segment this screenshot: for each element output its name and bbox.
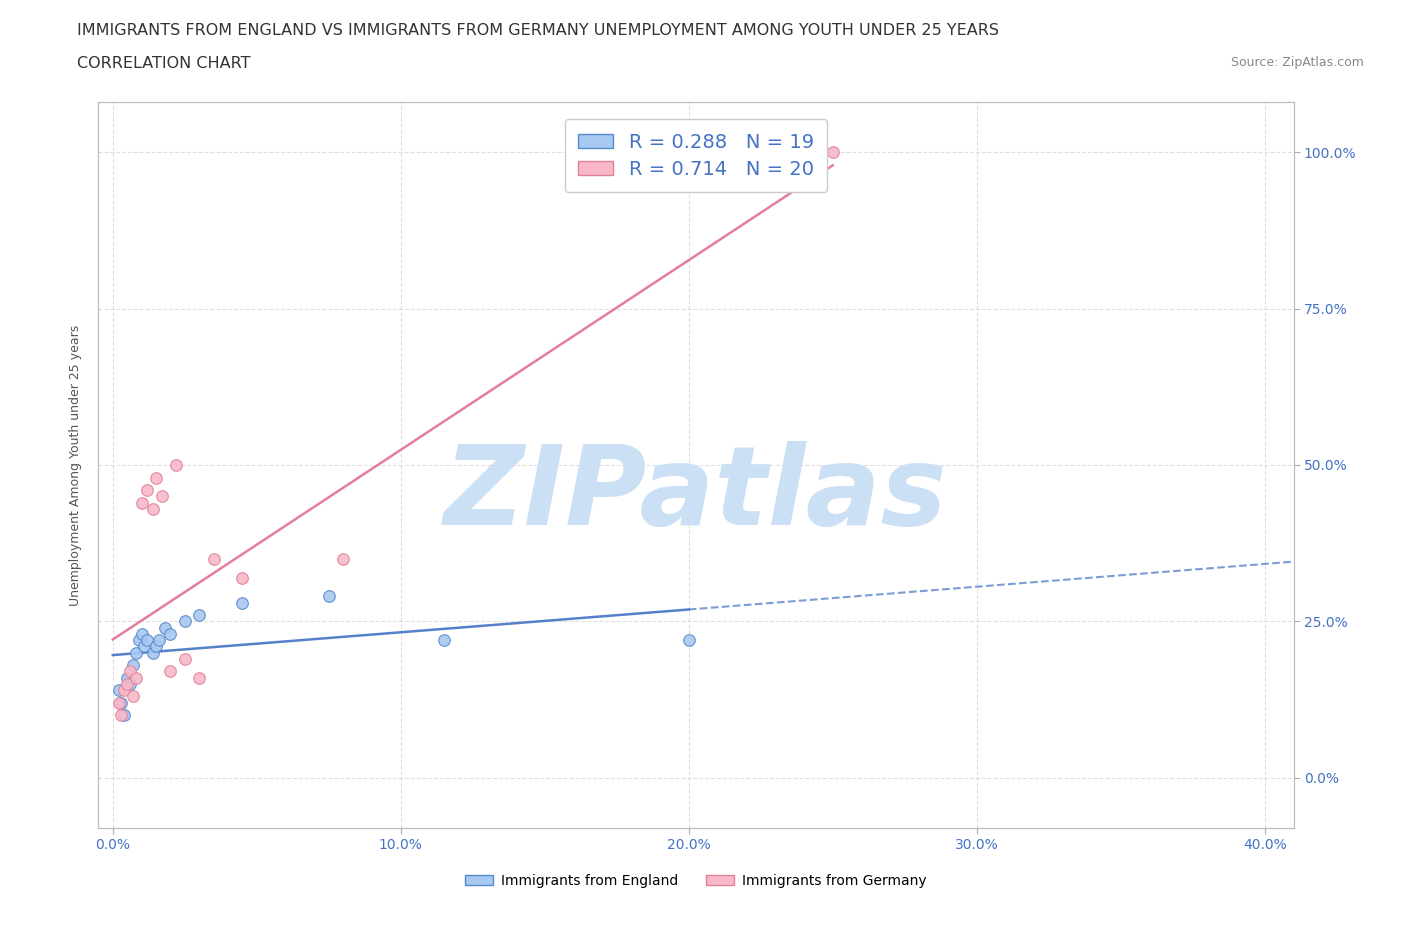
Legend: Immigrants from England, Immigrants from Germany: Immigrants from England, Immigrants from… bbox=[460, 869, 932, 894]
Point bbox=[112, 683, 135, 698]
Point bbox=[145, 639, 167, 654]
Point bbox=[159, 664, 181, 679]
Point bbox=[120, 664, 142, 679]
Point bbox=[153, 620, 176, 635]
Point bbox=[150, 489, 173, 504]
Point bbox=[131, 495, 153, 510]
Point bbox=[107, 696, 129, 711]
Point bbox=[188, 607, 211, 622]
Point bbox=[145, 470, 167, 485]
Point bbox=[120, 676, 142, 691]
Y-axis label: Unemployment Among Youth under 25 years: Unemployment Among Youth under 25 years bbox=[69, 325, 83, 605]
Point bbox=[332, 551, 354, 566]
Point bbox=[128, 632, 150, 647]
Point bbox=[678, 632, 700, 647]
Point bbox=[159, 627, 181, 642]
Text: Source: ZipAtlas.com: Source: ZipAtlas.com bbox=[1230, 56, 1364, 69]
Point bbox=[188, 671, 211, 685]
Point bbox=[136, 632, 159, 647]
Point bbox=[112, 708, 135, 723]
Text: IMMIGRANTS FROM ENGLAND VS IMMIGRANTS FROM GERMANY UNEMPLOYMENT AMONG YOUTH UNDE: IMMIGRANTS FROM ENGLAND VS IMMIGRANTS FR… bbox=[77, 23, 1000, 38]
Point bbox=[142, 645, 165, 660]
Point bbox=[134, 639, 156, 654]
Point bbox=[142, 501, 165, 516]
Point bbox=[110, 708, 132, 723]
Point bbox=[821, 145, 844, 160]
Point bbox=[125, 645, 148, 660]
Point bbox=[125, 671, 148, 685]
Point bbox=[173, 651, 195, 666]
Point bbox=[165, 458, 187, 472]
Point bbox=[433, 632, 456, 647]
Point bbox=[115, 676, 138, 691]
Text: CORRELATION CHART: CORRELATION CHART bbox=[77, 56, 250, 71]
Point bbox=[202, 551, 225, 566]
Point bbox=[115, 671, 138, 685]
Point bbox=[131, 627, 153, 642]
Point bbox=[136, 483, 159, 498]
Point bbox=[122, 689, 145, 704]
Point bbox=[148, 632, 170, 647]
Point bbox=[231, 595, 253, 610]
Point bbox=[231, 570, 253, 585]
Text: ZIPatlas: ZIPatlas bbox=[444, 441, 948, 548]
Point bbox=[122, 658, 145, 672]
Point bbox=[107, 683, 129, 698]
Point bbox=[318, 589, 340, 604]
Point bbox=[173, 614, 195, 629]
Point bbox=[110, 696, 132, 711]
